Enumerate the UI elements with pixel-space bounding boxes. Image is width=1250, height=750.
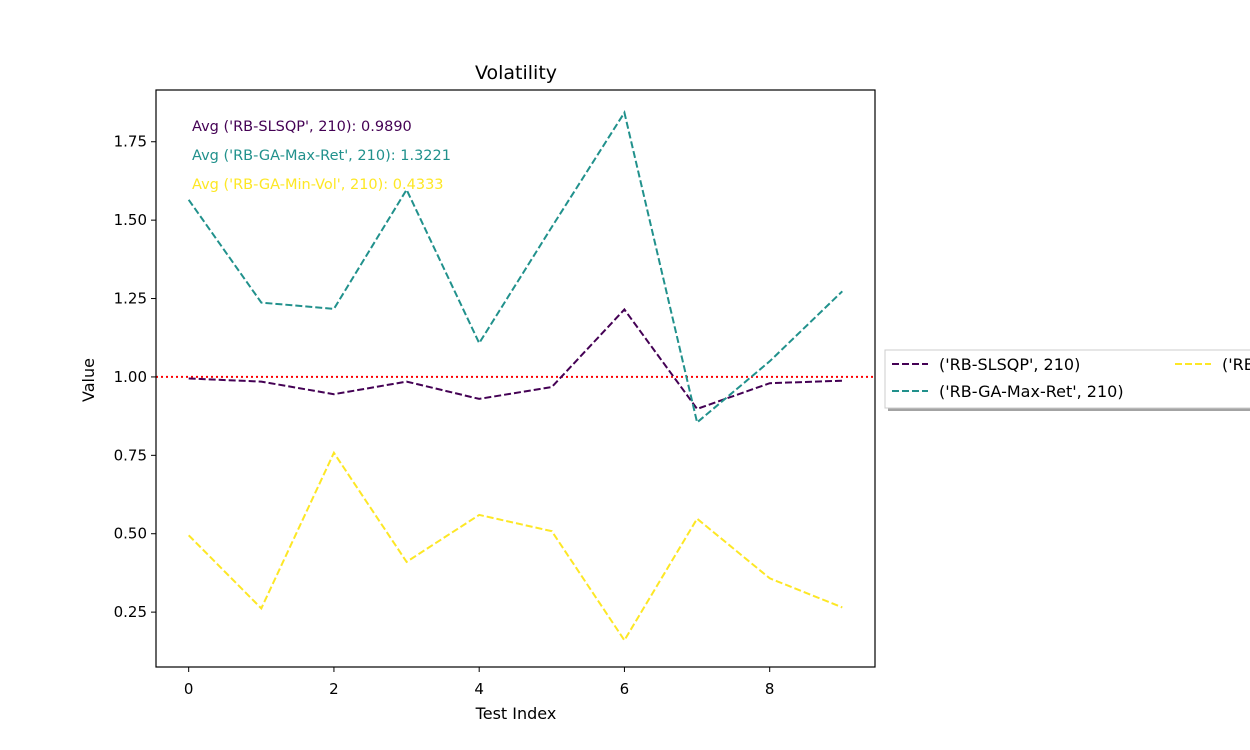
x-tick-label: 4 (474, 680, 484, 698)
y-tick-label: 1.25 (114, 290, 147, 308)
plot-area (155, 89, 876, 668)
series-line-1 (188, 307, 843, 411)
x-tick-label: 6 (620, 680, 630, 698)
legend-box (884, 349, 1250, 409)
y-tick-label: 1.00 (114, 368, 147, 386)
series-line-2 (187, 110, 843, 425)
y-tick-label: 0.25 (114, 603, 147, 621)
average-annotation: Avg ('RB-SLSQP', 210): 0.9890 (192, 119, 412, 135)
y-axis-label: Value (79, 358, 98, 402)
legend: ('RB-SLSQP', 210) ('RB-GA-Max-Ret', 210) (… (884, 349, 1250, 411)
legend-label-2: ('RB-GA-Max-Ret', 210) (939, 382, 1124, 401)
y-tick-label: 1.50 (114, 211, 147, 229)
plot-frame (155, 89, 876, 668)
y-axis-ticks: 0.25 0.50 0.75 1.00 1.25 1.50 1.75 (114, 133, 156, 621)
y-tick-label: 1.75 (114, 133, 147, 151)
x-axis-label: Test Index (475, 704, 557, 723)
legend-label-3: ('RB-GA-Min-Vol', 210) (1222, 355, 1250, 374)
chart-title: Volatility (475, 62, 557, 84)
legend-label-1: ('RB-SLSQP', 210) (939, 355, 1080, 374)
x-tick-label: 0 (184, 680, 194, 698)
y-tick-label: 0.75 (114, 446, 147, 464)
average-annotation: Avg ('RB-GA-Max-Ret', 210): 1.3221 (192, 148, 451, 164)
x-tick-label: 8 (765, 680, 775, 698)
plot-background (156, 90, 875, 667)
x-tick-label: 2 (329, 680, 339, 698)
series-line-3 (187, 450, 843, 643)
y-tick-label: 0.50 (114, 525, 147, 543)
average-annotations: Avg ('RB-SLSQP', 210): 0.9890 Avg ('RB-GA… (192, 119, 451, 193)
x-axis-ticks: 0 2 4 6 8 (184, 667, 775, 698)
average-annotation: Avg ('RB-GA-Min-Vol', 210): 0.4333 (192, 177, 444, 193)
